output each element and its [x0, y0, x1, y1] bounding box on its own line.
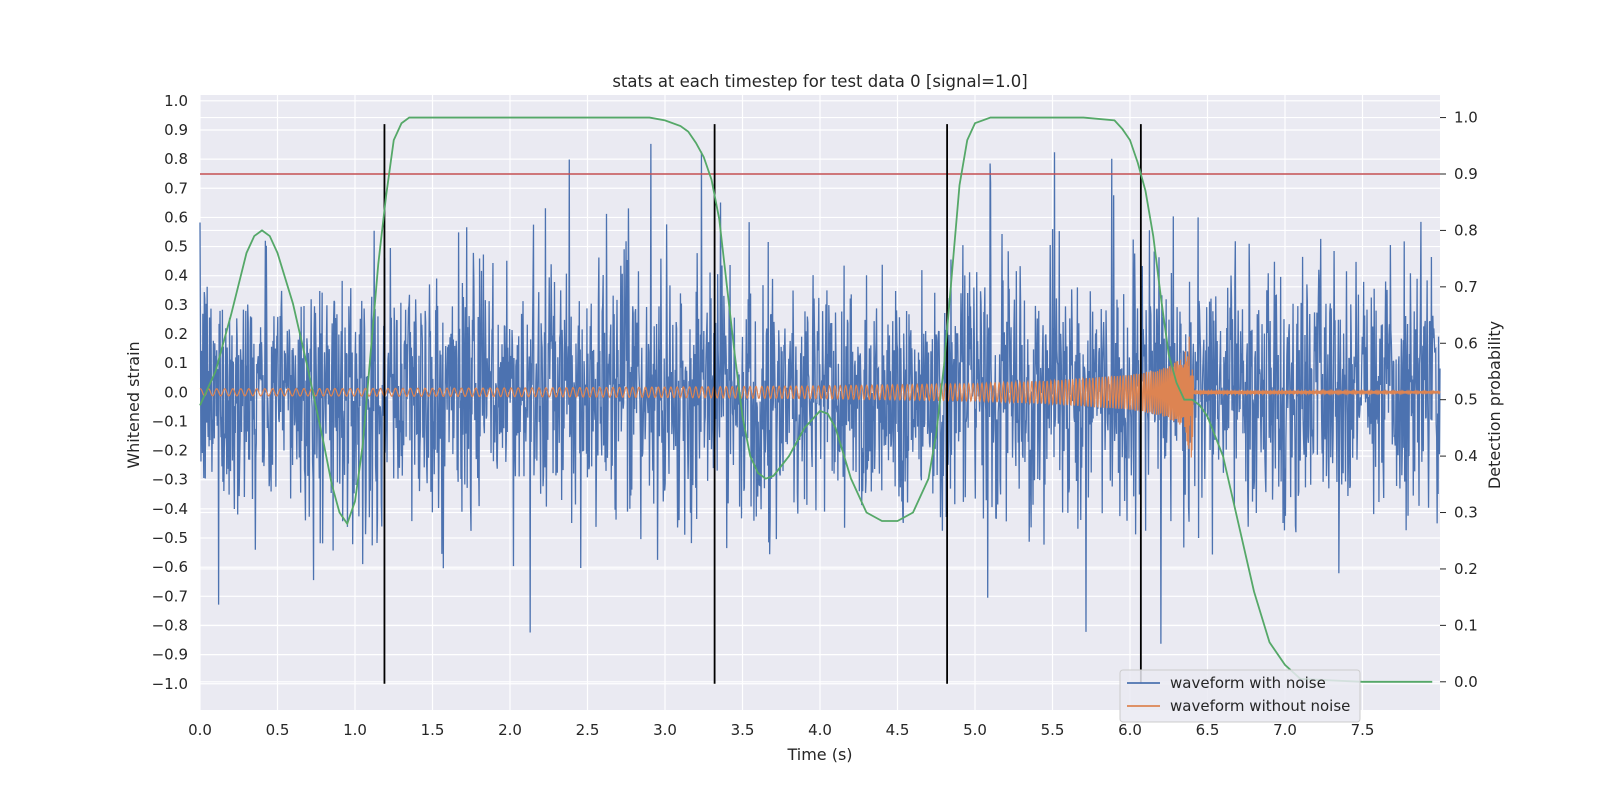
x-tick-label: 6.5 — [1196, 721, 1220, 739]
y-left-tick-label: 0.1 — [164, 354, 188, 372]
x-tick-label: 0.5 — [266, 721, 290, 739]
y-right-ticks: 1.0 0.9 0.8 0.7 0.6 0.5 0.4 0.3 0.2 0.1 0.0 — [1440, 109, 1478, 691]
y-left-tick-label: −0.1 — [152, 412, 188, 430]
y-right-tick-label: 1.0 — [1454, 109, 1478, 127]
probability-line — [199, 116, 1433, 683]
legend: waveform with noise waveform without noi… — [1119, 669, 1361, 723]
series-clean — [199, 336, 1441, 458]
x-tick-label: 0.0 — [188, 721, 212, 739]
y-left-tick-label: −1.0 — [152, 675, 188, 693]
y-left-tick-label: 1.0 — [164, 92, 188, 110]
y-left-tick-label: −0.4 — [152, 500, 188, 518]
y-left-tick-label: −0.7 — [152, 587, 188, 605]
y-left-tick-label: 0.4 — [164, 267, 188, 285]
y-left-tick-label: −0.6 — [152, 558, 188, 576]
y-right-tick-label: 0.3 — [1454, 504, 1478, 522]
x-tick-label: 7.5 — [1351, 721, 1375, 739]
y-left-tick-label: 0.0 — [164, 383, 188, 401]
y-right-tick-label: 0.2 — [1454, 560, 1478, 578]
y-left-tick-label: 0.3 — [164, 296, 188, 314]
y-left-tick-label: 0.2 — [164, 325, 188, 343]
x-tick-label: 5.5 — [1041, 721, 1065, 739]
x-tick-label: 3.5 — [731, 721, 755, 739]
clean-waveform-line — [199, 336, 1441, 458]
y-left-ticks: 1.0 0.9 0.8 0.7 0.6 0.5 0.4 0.3 0.2 0.1 0.0 −0.1 −0.… — [152, 92, 188, 693]
y-left-tick-label: −0.2 — [152, 442, 188, 460]
legend-label-clean: waveform without noise — [1170, 697, 1350, 715]
y-left-tick-label: 0.8 — [164, 150, 188, 168]
legend-box — [1119, 669, 1361, 723]
y-left-tick-label: −0.3 — [152, 471, 188, 489]
series-prob — [199, 116, 1433, 683]
y-right-tick-label: 0.1 — [1454, 616, 1478, 634]
y-left-tick-label: −0.8 — [152, 616, 188, 634]
y-left-tick-label: 0.5 — [164, 238, 188, 256]
x-tick-label: 6.0 — [1118, 721, 1142, 739]
y-left-tick-label: 0.6 — [164, 208, 188, 226]
x-tick-label: 7.0 — [1273, 721, 1297, 739]
series-noisy — [199, 143, 1441, 644]
x-tick-label: 1.5 — [421, 721, 445, 739]
y-right-tick-label: 0.0 — [1454, 673, 1478, 691]
x-tick-label: 2.5 — [576, 721, 600, 739]
y-left-tick-label: −0.9 — [152, 646, 188, 664]
y-right-tick-label: 0.9 — [1454, 165, 1478, 183]
y-axis-label-right: Detection probability — [1485, 321, 1504, 489]
x-tick-label: 2.0 — [498, 721, 522, 739]
noisy-waveform-line — [199, 143, 1441, 644]
y-right-tick-label: 0.5 — [1454, 391, 1478, 409]
x-tick-label: 5.0 — [963, 721, 987, 739]
legend-label-noisy: waveform with noise — [1170, 674, 1326, 692]
y-left-tick-label: 0.9 — [164, 121, 188, 139]
y-left-tick-label: −0.5 — [152, 529, 188, 547]
x-tick-label: 4.5 — [886, 721, 910, 739]
y-right-tick-label: 0.8 — [1454, 221, 1478, 239]
y-right-tick-label: 0.4 — [1454, 447, 1478, 465]
x-tick-label: 1.0 — [343, 721, 367, 739]
x-axis-label: Time (s) — [786, 745, 852, 764]
y-left-tick-label: 0.7 — [164, 179, 188, 197]
x-tick-label: 3.0 — [653, 721, 677, 739]
x-tick-label: 4.0 — [808, 721, 832, 739]
y-right-tick-label: 0.7 — [1454, 278, 1478, 296]
y-axis-label-left: Whitened strain — [124, 341, 143, 468]
chart-title: stats at each timestep for test data 0 [… — [612, 72, 1027, 91]
x-ticks: 0.0 0.5 1.0 1.5 2.0 2.5 3.0 3.5 4.0 4.5 5.0 5.5 6.0 6… — [188, 721, 1374, 739]
y-right-tick-label: 0.6 — [1454, 334, 1478, 352]
